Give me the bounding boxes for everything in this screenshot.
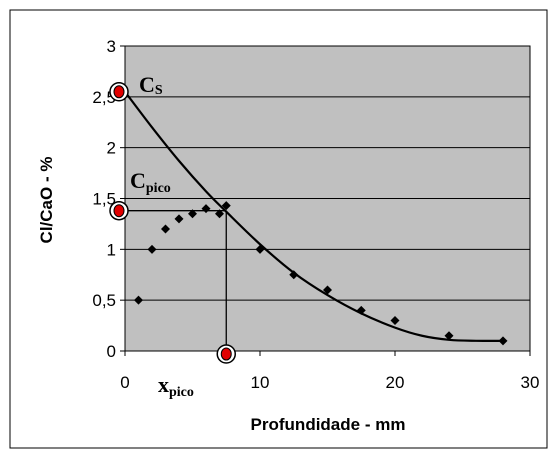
x-tick-label: 20 (386, 373, 405, 392)
y-tick-label: 0 (107, 342, 116, 361)
data-point (215, 209, 224, 219)
data-point (221, 201, 231, 211)
gridlines (125, 96, 530, 301)
y-tick-label: 0,5 (92, 291, 116, 310)
cpico-label: Cpico (130, 168, 171, 196)
y-tick-label: 2 (107, 139, 116, 158)
highlight-markers (109, 82, 236, 364)
fit-curve (124, 91, 504, 343)
y-tick-label: 3 (107, 37, 116, 56)
data-point (161, 224, 170, 234)
data-point (147, 244, 157, 254)
data-points (134, 201, 508, 346)
xpico-marker-dot (220, 347, 232, 361)
y-axis-title: Cl/CaO - % (37, 157, 56, 244)
data-point (323, 285, 332, 295)
data-point (188, 209, 197, 219)
data-point (201, 204, 211, 214)
y-tick-label: 1,5 (92, 190, 116, 209)
cpico-label-main: C (130, 168, 146, 193)
x-tick-label: 30 (521, 373, 540, 392)
cs-marker-dot (113, 85, 125, 99)
cs-label: CS (139, 72, 163, 98)
axes (120, 45, 531, 356)
x-tick-label: 0 (120, 373, 129, 392)
cs-label-sub: S (155, 83, 163, 98)
xpico-label-sub: pico (169, 385, 194, 400)
tick-labels: 00,511,522,530 10 20 30 (92, 37, 539, 392)
data-point (498, 336, 508, 346)
xpico-label-main: x (158, 372, 169, 397)
data-point (444, 331, 454, 341)
y-tick-label: 1 (107, 240, 116, 259)
x-axis-title: Profundidade - mm (251, 415, 406, 434)
data-point (289, 270, 299, 280)
x-tick-label: 10 (251, 373, 270, 392)
cs-label-main: C (139, 72, 155, 97)
cpico-label-sub: pico (146, 181, 171, 196)
data-point (255, 244, 265, 254)
data-point (356, 305, 366, 315)
data-point (174, 214, 184, 224)
data-point (390, 316, 400, 325)
data-point (134, 295, 143, 305)
cpico-marker-dot (113, 204, 125, 218)
xpico-label: xpico (158, 372, 194, 400)
